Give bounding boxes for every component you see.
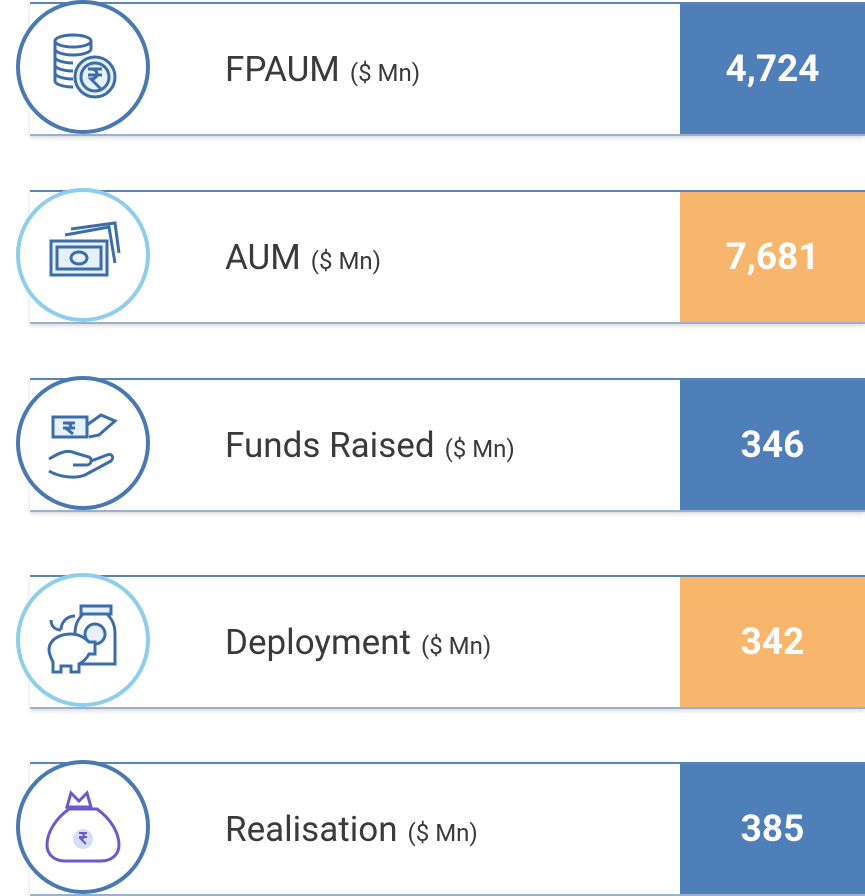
metric-icon (16, 376, 150, 510)
metric-value: 4,724 (680, 4, 865, 134)
icon (47, 604, 117, 674)
metric-icon (16, 0, 150, 134)
metric-label: FPAUM ($ Mn) (225, 4, 420, 134)
metric-name: AUM (225, 236, 301, 278)
metric-value: 385 (680, 764, 865, 894)
metric-unit: ($ Mn) (421, 632, 492, 660)
metric-value: 346 (680, 380, 865, 510)
icon (45, 790, 121, 863)
metric-label: Realisation ($ Mn) (225, 764, 478, 894)
metric-name: Realisation (225, 808, 398, 850)
metric-row: AUM ($ Mn) 7,681 (0, 188, 865, 324)
metric-unit: ($ Mn) (349, 59, 421, 87)
icon (49, 221, 121, 277)
metric-row: Funds Raised ($ Mn) 346 (0, 376, 865, 512)
metric-icon (16, 760, 150, 894)
metric-name: Deployment (225, 621, 411, 663)
metric-name: FPAUM (225, 48, 340, 90)
metric-value: 342 (680, 577, 865, 707)
metric-unit: ($ Mn) (407, 819, 478, 847)
icon (53, 33, 117, 99)
metric-icon (16, 573, 150, 707)
metric-unit: ($ Mn) (444, 435, 515, 463)
metric-icon (16, 188, 150, 322)
metric-label: AUM ($ Mn) (225, 192, 381, 322)
metric-row: FPAUM ($ Mn) 4,724 (0, 0, 865, 136)
metric-label: Funds Raised ($ Mn) (225, 380, 515, 510)
metric-name: Funds Raised (225, 424, 435, 466)
metric-unit: ($ Mn) (310, 247, 382, 275)
icon (48, 413, 118, 479)
metric-value: 7,681 (680, 192, 865, 322)
metric-row: Realisation ($ Mn) 385 (0, 760, 865, 896)
metric-row: Deployment ($ Mn) 342 (0, 573, 865, 709)
metric-label: Deployment ($ Mn) (225, 577, 491, 707)
